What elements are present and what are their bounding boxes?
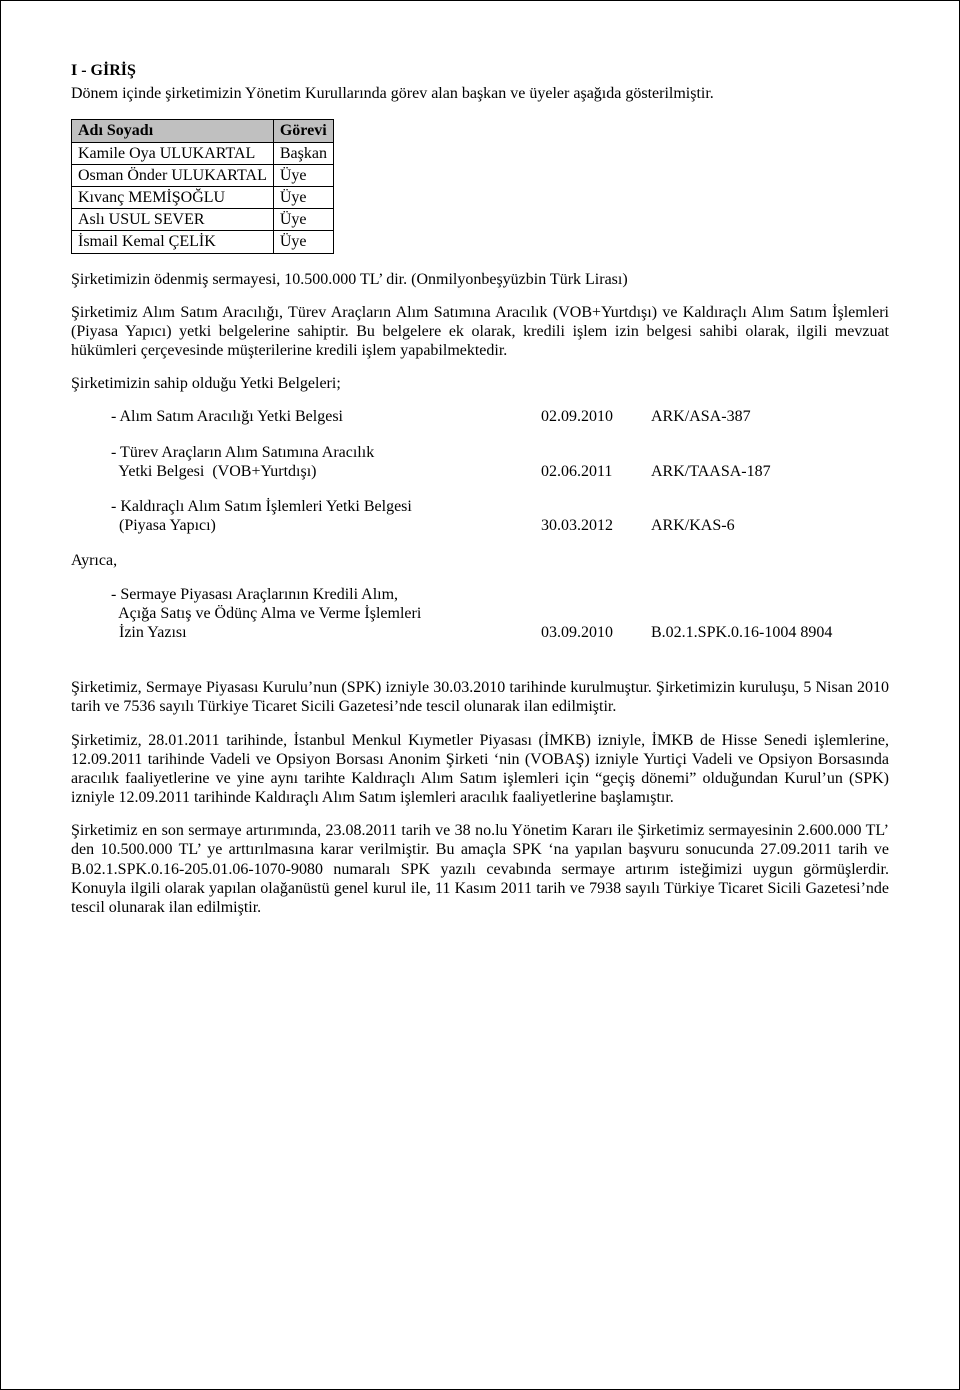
- permission-date: 03.09.2010: [541, 623, 651, 642]
- cell-name: Aslı USUL SEVER: [72, 209, 274, 231]
- certificate-code: ARK/ASA-387: [651, 407, 889, 426]
- founding-paragraph: Şirketimiz, Sermaye Piyasası Kurulu’nun …: [71, 678, 889, 716]
- cell-role: Üye: [273, 231, 333, 253]
- certificate-row: - Alım Satım Aracılığı Yetki Belgesi 02.…: [71, 407, 889, 426]
- permission-title-line1: - Sermaye Piyasası Araçlarının Kredili A…: [111, 585, 889, 604]
- certificate-title-line1: - Türev Araçların Alım Satımına Aracılık: [111, 443, 889, 462]
- table-header-row: Adı Soyadı Görevi: [72, 120, 334, 142]
- certificates-subhead: Şirketimizin sahip olduğu Yetki Belgeler…: [71, 374, 889, 393]
- table-row: İsmail Kemal ÇELİK Üye: [72, 231, 334, 253]
- cell-name: Kamile Oya ULUKARTAL: [72, 142, 274, 164]
- certificate-date: 02.09.2010: [541, 407, 651, 426]
- table-row: Osman Önder ULUKARTAL Üye: [72, 164, 334, 186]
- col-name-header: Adı Soyadı: [72, 120, 274, 142]
- certificate-date: 02.06.2011: [541, 462, 651, 481]
- certificate-code: ARK/KAS-6: [651, 516, 889, 535]
- additionally-label: Ayrıca,: [71, 551, 889, 570]
- certificate-title: - Alım Satım Aracılığı Yetki Belgesi: [111, 407, 541, 426]
- cell-role: Üye: [273, 209, 333, 231]
- cell-role: Üye: [273, 186, 333, 208]
- document-page: I - GİRİŞ Dönem içinde şirketimizin Yöne…: [1, 1, 959, 991]
- cell-role: Başkan: [273, 142, 333, 164]
- capital-paragraph: Şirketimizin ödenmiş sermayesi, 10.500.0…: [71, 270, 889, 289]
- intro-paragraph: Dönem içinde şirketimizin Yönetim Kurull…: [71, 84, 889, 103]
- cell-role: Üye: [273, 164, 333, 186]
- certificate-row: - Türev Araçların Alım Satımına Aracılık…: [71, 443, 889, 481]
- activities-paragraph: Şirketimiz Alım Satım Aracılığı, Türev A…: [71, 303, 889, 361]
- cell-name: İsmail Kemal ÇELİK: [72, 231, 274, 253]
- capital-increase-paragraph: Şirketimiz en son sermaye artırımında, 2…: [71, 821, 889, 917]
- certificate-title-line1: - Kaldıraçlı Alım Satım İşlemleri Yetki …: [111, 497, 889, 516]
- table-row: Aslı USUL SEVER Üye: [72, 209, 334, 231]
- permission-code: B.02.1.SPK.0.16-1004 8904: [651, 623, 889, 642]
- certificate-title-line2: (Piyasa Yapıcı): [111, 516, 541, 535]
- certificate-title-line2: Yetki Belgesi (VOB+Yurtdışı): [111, 462, 541, 481]
- table-row: Kıvanç MEMİŞOĞLU Üye: [72, 186, 334, 208]
- certificate-code: ARK/TAASA-187: [651, 462, 889, 481]
- section-heading: I - GİRİŞ: [71, 61, 889, 80]
- certificate-row: - Kaldıraçlı Alım Satım İşlemleri Yetki …: [71, 497, 889, 535]
- permission-title-line3: İzin Yazısı: [111, 623, 541, 642]
- permission-title-line2: Açığa Satış ve Ödünç Alma ve Verme İşlem…: [111, 604, 889, 623]
- operations-paragraph: Şirketimiz, 28.01.2011 tarihinde, İstanb…: [71, 731, 889, 808]
- board-table: Adı Soyadı Görevi Kamile Oya ULUKARTAL B…: [71, 119, 334, 253]
- cell-name: Osman Önder ULUKARTAL: [72, 164, 274, 186]
- permission-row: - Sermaye Piyasası Araçlarının Kredili A…: [71, 585, 889, 643]
- certificate-date: 30.03.2012: [541, 516, 651, 535]
- table-row: Kamile Oya ULUKARTAL Başkan: [72, 142, 334, 164]
- cell-name: Kıvanç MEMİŞOĞLU: [72, 186, 274, 208]
- col-role-header: Görevi: [273, 120, 333, 142]
